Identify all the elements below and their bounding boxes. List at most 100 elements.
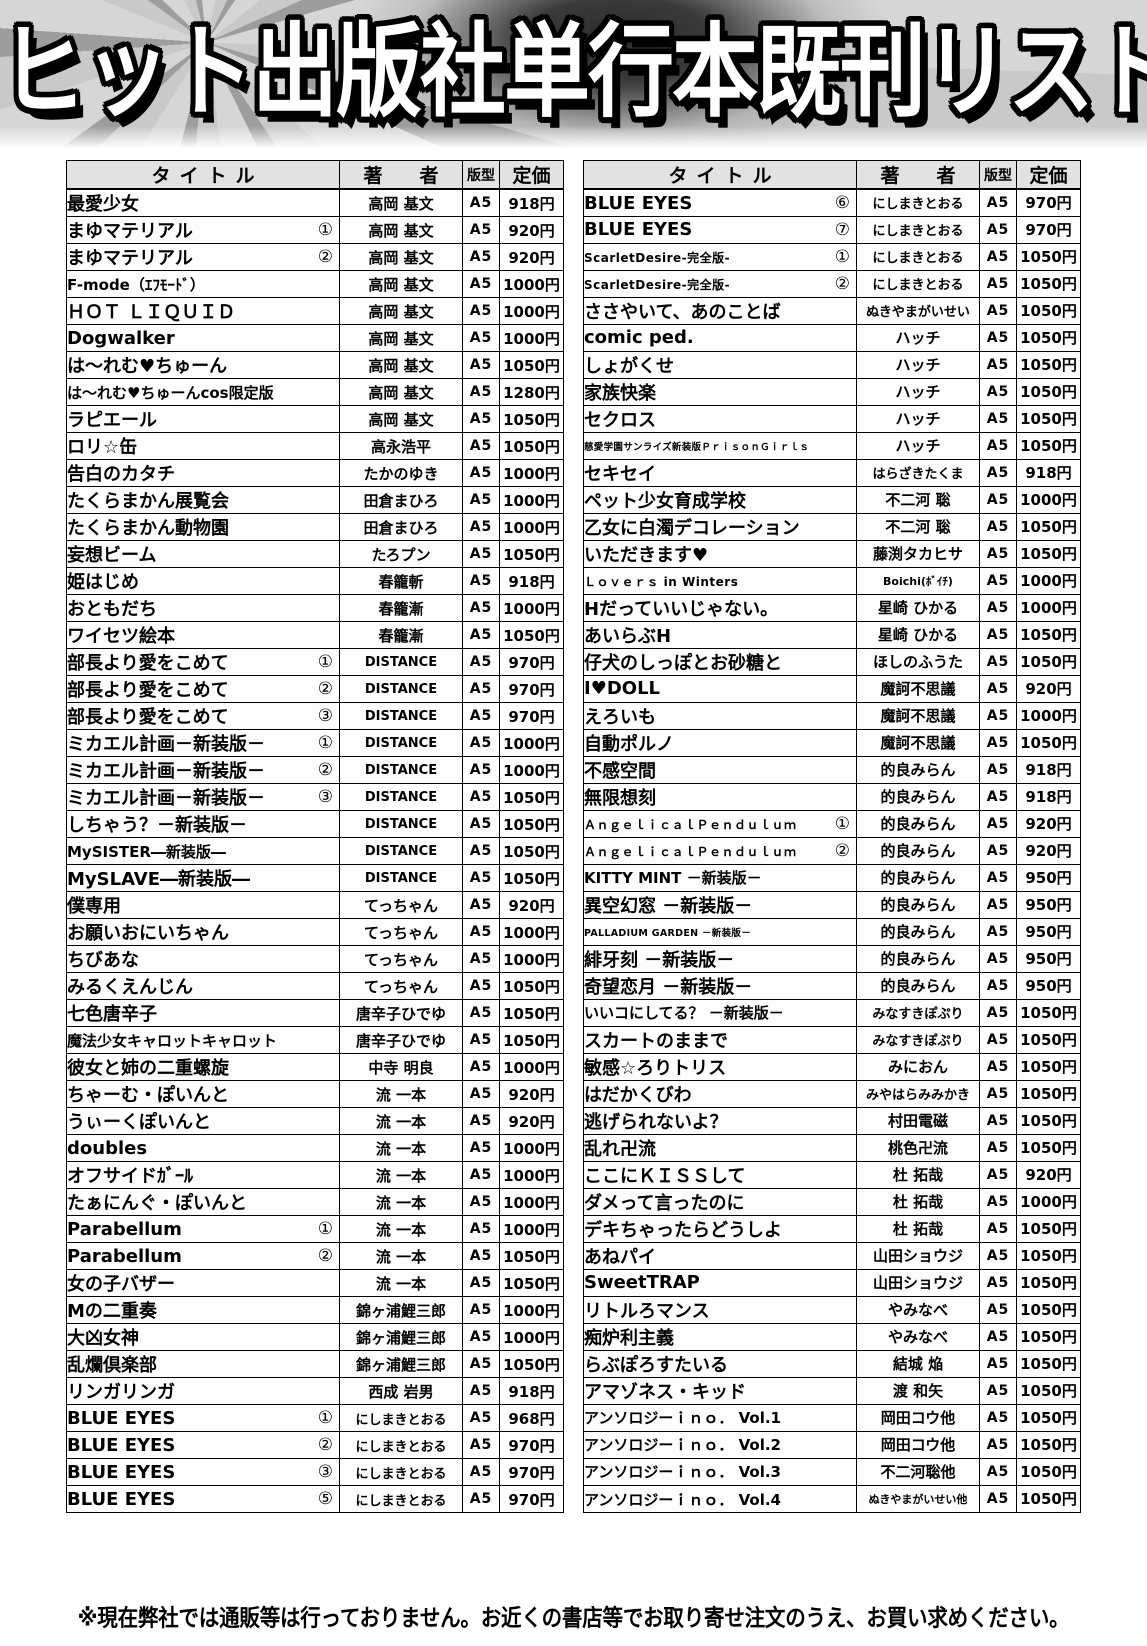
cell-title: まゆマテリアル ② (66, 243, 340, 271)
cell-price: 1000円 (499, 459, 564, 487)
cell-author: 春籠漸 (339, 594, 463, 622)
cell-author: 錦ヶ浦鯉三郎 (339, 1350, 463, 1378)
cell-price: 1000円 (1016, 566, 1081, 595)
cell-title: 自動ポルノ (583, 728, 857, 757)
cell-title: Ｌｏｖｅｒｓ in Winters (583, 566, 857, 595)
cell-price: 1050円 (1016, 1214, 1081, 1243)
table-row: BLUE EYES ⑦ にしまきとおる A5 970円 (583, 215, 1081, 244)
cell-size: A5 (462, 1404, 500, 1432)
cell-price: 1050円 (1016, 1376, 1081, 1405)
cell-size: A5 (462, 1215, 500, 1243)
cell-author: DISTANCE (339, 864, 463, 892)
cell-author: たかのゆき (339, 459, 463, 487)
table-row: ここにＫＩＳＳして杜 拓哉 A5 920円 (583, 1160, 1081, 1189)
cell-price: 1050円 (499, 405, 564, 433)
cell-title: 敏感☆ろりトリス (583, 1052, 857, 1081)
cell-price: 918円 (1016, 755, 1081, 784)
cell-size: A5 (979, 350, 1017, 379)
cell-size: A5 (979, 890, 1017, 919)
table-row: セキセイ はらざきたくま A5 918円 (583, 458, 1081, 487)
cell-size: A5 (979, 620, 1017, 649)
column-header-author: 著 者 (339, 160, 463, 190)
cell-size: A5 (462, 216, 500, 244)
cell-size: A5 (462, 999, 500, 1027)
cell-size: A5 (979, 1025, 1017, 1054)
cell-size: A5 (462, 864, 500, 892)
cell-author: 岡田コウ他 (856, 1430, 980, 1459)
cell-price: 1050円 (499, 1269, 564, 1297)
cell-price: 1050円 (1016, 1079, 1081, 1108)
cell-size: A5 (979, 1403, 1017, 1432)
cell-size: A5 (462, 621, 500, 649)
cell-price: 1000円 (499, 1323, 564, 1351)
table-row: たくらまかん動物園 田倉まひろ A5 1000円 (66, 513, 564, 541)
cell-price: 1050円 (1016, 377, 1081, 406)
cell-author: みやはらみみかき (856, 1079, 980, 1108)
cell-author: 渡 和矢 (856, 1376, 980, 1405)
cell-price: 950円 (1016, 863, 1081, 892)
cell-size: A5 (462, 1134, 500, 1162)
cell-size: A5 (979, 944, 1017, 973)
cell-size: A5 (462, 1188, 500, 1216)
catalog-table-right: タイトル 著 者 版型 定価 BLUE EYES ⑥ にしまきとおる A5 970円 BL… (583, 160, 1081, 1513)
cell-author: たろプン (339, 540, 463, 568)
cell-price: 1000円 (499, 270, 564, 298)
cell-author: にしまきとおる (339, 1431, 463, 1459)
cell-size: A5 (462, 972, 500, 1000)
cell-size: A5 (979, 566, 1017, 595)
cell-author: 西成 岩男 (339, 1377, 463, 1405)
cell-price: 1050円 (1016, 1268, 1081, 1297)
table-row: BLUE EYES ② にしまきとおる A5 970円 (66, 1431, 564, 1459)
left-table-body: タイトル 著 者 版型 定価 最愛少女 高岡 基文 A5 918円 まゆマテリアル ① 高岡… (66, 160, 564, 1513)
cell-size: A5 (462, 270, 500, 298)
table-row: おともだち 春籠漸 A5 1000円 (66, 594, 564, 622)
cell-price: 1050円 (1016, 620, 1081, 649)
table-row: MySLAVE―新装版― DISTANCE A5 1050円 (66, 864, 564, 892)
cell-author: 的良みらん (856, 863, 980, 892)
cell-author: 岡田コウ他 (856, 1403, 980, 1432)
cell-author: 高永浩平 (339, 432, 463, 460)
table-row: は～れむ♥ちゅーんcos限定版 高岡 基文 A5 1280円 (66, 378, 564, 406)
table-row: ＡｎｇｅｌｉｃａｌＰｅｎｄｕｌｕｍ ② 的良みらん A5 920円 (583, 836, 1081, 865)
cell-title: ＡｎｇｅｌｉｃａｌＰｅｎｄｕｌｕｍ ② (583, 836, 857, 865)
cell-size: A5 (979, 404, 1017, 433)
cell-size: A5 (979, 296, 1017, 325)
table-row: らぶぽろすたいる 結城 焔 A5 1050円 (583, 1349, 1081, 1378)
table-row: スカートのままで みなすきぽぷり A5 1050円 (583, 1025, 1081, 1054)
cell-title: BLUE EYES ③ (66, 1458, 340, 1486)
cell-author: 的良みらん (856, 809, 980, 838)
cell-price: 1050円 (1016, 1430, 1081, 1459)
cell-size: A5 (462, 513, 500, 541)
cell-title: Hだっていいじゃない。 (583, 593, 857, 622)
cell-price: 1050円 (1016, 728, 1081, 757)
cell-title: I♥DOLL (583, 674, 857, 703)
table-row: MySISTER―新装版― DISTANCE A5 1050円 (66, 837, 564, 865)
cell-price: 950円 (1016, 971, 1081, 1000)
cell-title: BLUE EYES ① (66, 1404, 340, 1432)
cell-author: 高岡 基文 (339, 216, 463, 244)
cell-title: 部長より愛をこめて ② (66, 675, 340, 703)
volume-number: ③ (317, 1462, 333, 1482)
cell-size: A5 (462, 594, 500, 622)
cell-title: 告白のカタチ (66, 459, 340, 487)
cell-title: は～れむ♥ちゅーん (66, 351, 340, 379)
cell-title: ちびあな (66, 945, 340, 973)
cell-author: みなすきぽぷり (856, 1025, 980, 1054)
cell-size: A5 (462, 891, 500, 919)
cell-size: A5 (979, 917, 1017, 946)
cell-price: 1050円 (1016, 1052, 1081, 1081)
cell-title: たくらまかん動物園 (66, 513, 340, 541)
cell-author: にしまきとおる (339, 1404, 463, 1432)
cell-title: ちゃーむ・ぽいんと (66, 1080, 340, 1108)
cell-title: 部長より愛をこめて ③ (66, 702, 340, 730)
table-row: ささやいて、あのことば ぬきやまがいせい A5 1050円 (583, 296, 1081, 325)
cell-size: A5 (979, 755, 1017, 784)
volume-number: ③ (317, 706, 333, 726)
table-row: 乙女に白濁デコレーション 不二河 聡 A5 1050円 (583, 512, 1081, 541)
cell-price: 1050円 (1016, 350, 1081, 379)
cell-author: ほしのふうた (856, 647, 980, 676)
cell-size: A5 (462, 648, 500, 676)
cell-title: いいコにしてる？ －新装版－ (583, 998, 857, 1027)
cell-title: PALLADIUM GARDEN －新装版－ (583, 917, 857, 946)
cell-price: 970円 (1016, 188, 1081, 217)
